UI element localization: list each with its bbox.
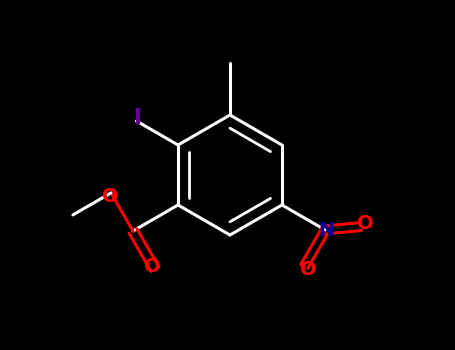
Text: O: O (357, 214, 374, 233)
Text: O: O (300, 260, 317, 279)
Text: O: O (102, 187, 118, 206)
Text: O: O (144, 257, 160, 275)
Text: I: I (134, 108, 142, 128)
Text: N: N (318, 220, 334, 239)
